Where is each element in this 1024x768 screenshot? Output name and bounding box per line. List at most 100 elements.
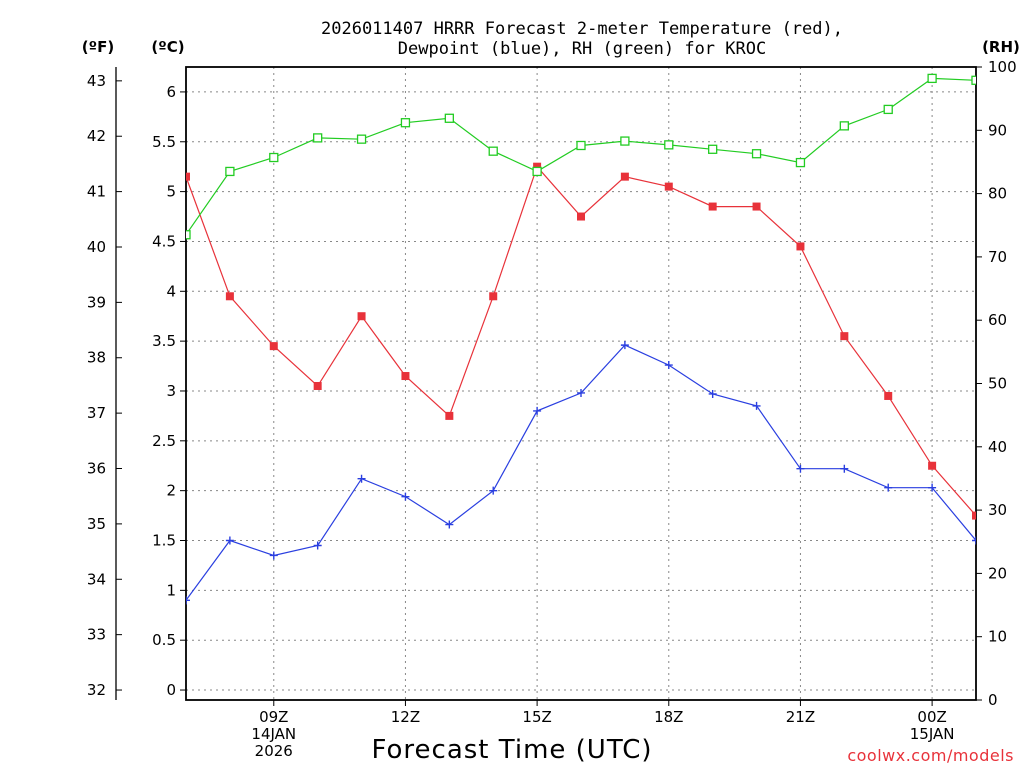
celsius-tick-label: 3.5 [152,332,176,350]
dewpoint-point [186,596,190,605]
fahrenheit-tick-label: 38 [87,349,106,367]
dewpoint-point [664,361,673,370]
temperature-point [884,391,893,400]
dewpoint-point [489,486,498,495]
dewpoint-point [445,520,454,529]
rh-tick-label: 100 [988,58,1017,76]
fahrenheit-tick-label: 41 [87,183,106,201]
fahrenheit-tick-label: 37 [87,404,106,422]
temperature-point [664,182,673,191]
x-tick-label: 2026 [255,742,293,760]
temperature-point [796,242,805,251]
rh-point [313,133,323,143]
rh-tick-label: 20 [988,564,1007,582]
celsius-tick-label: 3 [166,382,176,400]
temperature-point [269,342,278,351]
temperature-point [401,372,410,381]
temperature-point [186,172,190,181]
rh-tick-label: 60 [988,311,1007,329]
rh-point [708,144,718,154]
dewpoint-line [186,344,976,601]
celsius-tick-label: 1 [166,581,176,599]
rh-point [225,166,235,177]
rh-point [883,104,893,115]
fahrenheit-tick-label: 40 [87,238,106,256]
dewpoint-point [401,492,410,501]
rh-tick-label: 90 [988,121,1007,139]
series-temperature [186,162,976,520]
temperature-point [708,202,717,211]
fahrenheit-tick-label: 36 [87,460,106,478]
dewpoint-point [533,406,542,415]
celsius-tick-label: 2.5 [152,432,176,450]
rh-point [532,166,542,177]
rh-tick-label: 10 [988,628,1007,646]
fahrenheit-tick-label: 43 [87,72,106,90]
rh-point [839,121,849,131]
temperature-point [357,312,366,321]
dewpoint-point [269,551,278,560]
dewpoint-point [357,474,366,483]
rh-unit-label: (RH) [982,38,1020,56]
rh-tick-label: 30 [988,501,1007,519]
temperature-point [840,332,849,341]
x-tick-label: 15Z [522,708,551,726]
rh-point [356,134,367,144]
rh-point [576,140,586,151]
x-tick-label: 00Z [917,708,946,726]
celsius-unit-label: (ºC) [151,38,184,56]
celsius-tick-label: 6 [166,83,176,101]
dewpoint-point [796,464,805,473]
fahrenheit-tick-label: 35 [87,515,106,533]
rh-tick-label: 80 [988,185,1007,203]
fahrenheit-tick-label: 34 [87,570,106,588]
celsius-tick-label: 4 [166,282,176,300]
series-rh [186,73,976,240]
rh-point [927,73,937,84]
celsius-tick-label: 5.5 [152,133,176,151]
credit-link[interactable]: coolwx.com/models [847,746,1014,765]
fahrenheit-tick-label: 33 [87,626,106,644]
celsius-tick-label: 1.5 [152,532,176,550]
plot-frame [185,66,977,701]
fahrenheit-tick-label: 42 [87,127,106,145]
dewpoint-point [928,483,937,492]
x-axis-label: Forecast Time (UTC) [371,735,652,765]
x-tick-label: 09Z [259,708,288,726]
celsius-tick-label: 5 [166,183,176,201]
x-tick-label: 21Z [786,708,815,726]
dewpoint-point [577,388,585,397]
x-tick-label: 18Z [654,708,683,726]
celsius-tick-label: 4.5 [152,232,176,250]
rh-tick-label: 50 [988,375,1007,393]
temperature-point [533,162,542,171]
celsius-tick-label: 0.5 [152,631,176,649]
x-tick-label: 14JAN [251,725,296,743]
rh-line [186,77,976,236]
rh-point [269,152,279,163]
temperature-point [928,461,937,470]
chart-title-line-2: Dewpoint (blue), RH (green) for KROC [398,39,766,59]
dewpoint-point [225,536,234,545]
temperature-point [313,381,322,390]
rh-tick-label: 0 [988,691,998,709]
temperature-point [752,202,761,211]
temperature-point [577,212,585,221]
rh-tick-label: 70 [988,248,1007,266]
dewpoint-point [840,464,849,473]
grid-lines [186,67,976,700]
temperature-point [620,172,629,181]
fahrenheit-unit-label: (ºF) [82,38,114,56]
dewpoint-point [752,401,761,410]
temperature-point [972,511,976,520]
celsius-tick-label: 0 [166,681,176,699]
rh-point [795,157,806,168]
temperature-point [489,292,498,301]
rh-point [488,146,498,156]
rh-point [664,140,674,150]
temperature-point [225,292,234,301]
dewpoint-point [972,536,976,545]
fahrenheit-tick-label: 32 [87,681,106,699]
